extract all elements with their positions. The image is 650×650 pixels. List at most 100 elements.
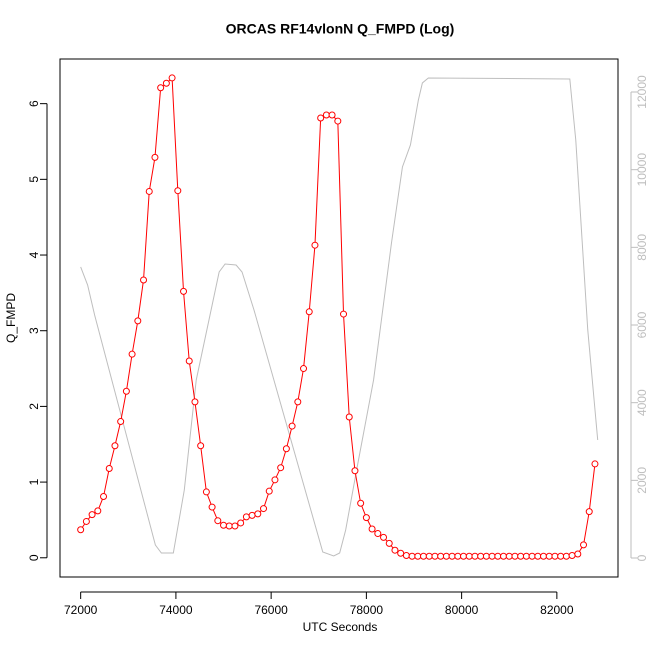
data-point bbox=[362, 514, 370, 522]
x-tick-label: 82000 bbox=[540, 603, 574, 617]
data-point bbox=[340, 310, 348, 318]
y2-tick-label: 2000 bbox=[635, 467, 649, 494]
data-point bbox=[505, 552, 513, 560]
data-point bbox=[225, 522, 233, 530]
data-point bbox=[385, 539, 393, 547]
data-point bbox=[345, 413, 353, 421]
data-point bbox=[77, 526, 85, 534]
data-point bbox=[94, 507, 102, 515]
data-point bbox=[197, 442, 205, 450]
data-point bbox=[254, 510, 262, 518]
y-tick-label: 2 bbox=[27, 403, 41, 410]
data-point bbox=[82, 517, 90, 525]
data-point bbox=[300, 365, 308, 373]
data-point bbox=[231, 522, 239, 530]
plot-box bbox=[59, 58, 619, 578]
data-point bbox=[162, 79, 170, 87]
data-point bbox=[494, 552, 502, 560]
data-point bbox=[591, 460, 599, 468]
data-point bbox=[128, 350, 136, 358]
chart-title: ORCAS RF14vlonN Q_FMPD (Log) bbox=[226, 21, 455, 37]
data-point bbox=[574, 550, 582, 558]
data-point bbox=[214, 517, 222, 525]
data-point bbox=[334, 117, 342, 125]
data-point bbox=[117, 418, 125, 426]
data-point bbox=[460, 552, 468, 560]
data-point bbox=[534, 552, 542, 560]
data-point bbox=[357, 499, 365, 507]
data-point bbox=[145, 187, 153, 195]
data-point bbox=[562, 552, 570, 560]
data-point bbox=[351, 467, 359, 475]
data-point bbox=[528, 552, 536, 560]
x-axis-label: UTC Seconds bbox=[303, 620, 378, 634]
data-point bbox=[305, 308, 313, 316]
data-point bbox=[105, 464, 113, 472]
x-tick-label: 78000 bbox=[350, 603, 384, 617]
y-tick-label: 6 bbox=[27, 100, 41, 107]
data-point bbox=[431, 552, 439, 560]
y-axis-label: Q_FMPD bbox=[4, 293, 18, 343]
y2-tick-label: 4000 bbox=[635, 389, 649, 416]
data-point bbox=[380, 533, 388, 541]
data-point bbox=[185, 357, 193, 365]
data-point bbox=[482, 552, 490, 560]
data-point bbox=[568, 552, 576, 560]
data-point bbox=[448, 552, 456, 560]
series-line bbox=[80, 77, 599, 557]
x-tick-label: 76000 bbox=[254, 603, 288, 617]
data-point bbox=[202, 488, 210, 496]
data-point bbox=[111, 442, 119, 450]
data-point bbox=[585, 508, 593, 516]
y-tick-label: 3 bbox=[27, 327, 41, 334]
data-point bbox=[551, 552, 559, 560]
data-point bbox=[368, 525, 376, 533]
data-point bbox=[437, 552, 445, 560]
data-point bbox=[88, 511, 96, 519]
data-point bbox=[157, 84, 165, 92]
data-point bbox=[220, 521, 228, 529]
y2-tick-label: 6000 bbox=[635, 311, 649, 338]
data-point bbox=[100, 492, 108, 500]
data-point bbox=[391, 546, 399, 554]
data-point bbox=[151, 153, 159, 161]
data-point bbox=[140, 276, 148, 284]
y2-tick-label: 10000 bbox=[635, 153, 649, 187]
x-tick-label: 74000 bbox=[159, 603, 193, 617]
data-point bbox=[317, 114, 325, 122]
data-point bbox=[454, 552, 462, 560]
y2-tick-label: 12000 bbox=[635, 75, 649, 109]
data-point bbox=[174, 187, 182, 195]
data-point bbox=[282, 445, 290, 453]
data-point bbox=[557, 552, 565, 560]
x-tick-label: 80000 bbox=[445, 603, 479, 617]
y2-tick-label: 8000 bbox=[635, 234, 649, 261]
data-point bbox=[420, 552, 428, 560]
data-point bbox=[265, 487, 273, 495]
data-point bbox=[322, 111, 330, 119]
data-point bbox=[580, 541, 588, 549]
data-point bbox=[402, 552, 410, 560]
y-tick-label: 1 bbox=[27, 478, 41, 485]
data-point bbox=[408, 552, 416, 560]
y-tick-label: 0 bbox=[27, 554, 41, 561]
data-point bbox=[134, 317, 142, 325]
data-point bbox=[294, 398, 302, 406]
data-point bbox=[180, 287, 188, 295]
data-point bbox=[465, 552, 473, 560]
data-point bbox=[471, 552, 479, 560]
x-tick-label: 72000 bbox=[64, 603, 98, 617]
data-point bbox=[168, 74, 176, 82]
data-point bbox=[242, 513, 250, 521]
data-point bbox=[328, 111, 336, 119]
data-point bbox=[248, 511, 256, 519]
data-point bbox=[397, 549, 405, 557]
data-point bbox=[191, 398, 199, 406]
y-tick-label: 4 bbox=[27, 251, 41, 258]
data-point bbox=[271, 476, 279, 484]
data-point bbox=[237, 519, 245, 527]
data-point bbox=[545, 552, 553, 560]
data-point bbox=[442, 552, 450, 560]
